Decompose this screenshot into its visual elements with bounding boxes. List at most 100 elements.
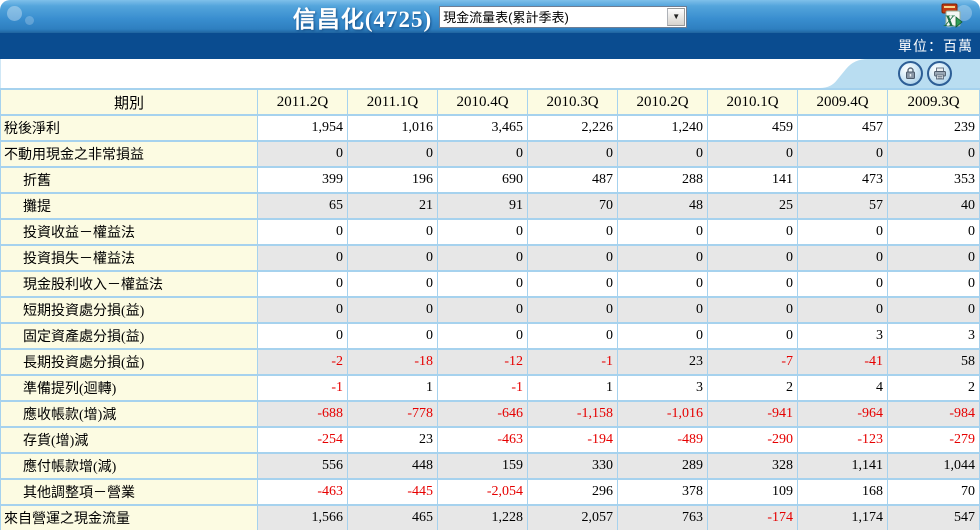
- cell-value: 0: [527, 218, 618, 246]
- cell-value: -279: [887, 426, 980, 454]
- column-header: 2010.3Q: [527, 88, 618, 116]
- table-row: 稅後淨利 1,954 1,016 3,465 2,226 1,240 459 457 239: [0, 114, 980, 142]
- bubble-decoration: [7, 6, 22, 21]
- cell-value: 25: [707, 192, 798, 220]
- cell-value: -123: [797, 426, 888, 454]
- cell-value: 91: [437, 192, 528, 220]
- cell-value: 1,174: [797, 504, 888, 530]
- cell-value: 1,044: [887, 452, 980, 480]
- cell-value: 556: [257, 452, 348, 480]
- unit-label: 單位：百萬: [898, 40, 973, 55]
- period-header: 期別: [0, 88, 258, 116]
- cell-value: 0: [617, 322, 708, 350]
- cell-value: 690: [437, 166, 528, 194]
- row-label: 存貨(增)減: [0, 426, 258, 454]
- column-header: 2011.2Q: [257, 88, 348, 116]
- cell-value: 0: [617, 270, 708, 298]
- table-row: 存貨(增)減 -254 23 -463 -194 -489 -290 -123 -279: [0, 426, 980, 454]
- cell-value: 0: [797, 218, 888, 246]
- table-row: 應付帳款增(減) 556 448 159 330 289 328 1,141 1,044: [0, 452, 980, 480]
- printer-icon: [933, 67, 946, 80]
- table-row: 折舊 399 196 690 487 288 141 473 353: [0, 166, 980, 194]
- cell-value: 4: [797, 374, 888, 402]
- export-excel-button[interactable]: X: [936, 3, 964, 30]
- table-row: 攤提 65 21 91 70 48 25 57 40: [0, 192, 980, 220]
- cell-value: -1: [257, 374, 348, 402]
- cell-value: 0: [527, 244, 618, 272]
- cell-value: 3: [617, 374, 708, 402]
- row-label: 應付帳款增(減): [0, 452, 258, 480]
- cell-value: 448: [347, 452, 438, 480]
- cell-value: -964: [797, 400, 888, 428]
- cell-value: 3: [797, 322, 888, 350]
- cell-value: 289: [617, 452, 708, 480]
- cell-value: 487: [527, 166, 618, 194]
- report-type-select[interactable]: 現金流量表(累計季表) ▼: [439, 5, 688, 28]
- cell-value: 21: [347, 192, 438, 220]
- cell-value: 399: [257, 166, 348, 194]
- row-label: 來自營運之現金流量: [0, 504, 258, 530]
- cell-value: 48: [617, 192, 708, 220]
- table-row: 現金股利收入－權益法 0 0 0 0 0 0 0 0: [0, 270, 980, 298]
- cell-value: 0: [887, 140, 980, 168]
- cell-value: 40: [887, 192, 980, 220]
- toolbar-band: [0, 59, 980, 88]
- cell-value: 65: [257, 192, 348, 220]
- table-row: 長期投資處分損(益) -2 -18 -12 -1 23 -7 -41 58: [0, 348, 980, 376]
- table-row: 來自營運之現金流量 1,566 465 1,228 2,057 763 -174 1,174 5…: [0, 504, 980, 530]
- print-button[interactable]: [927, 61, 952, 86]
- cell-value: 1,240: [617, 114, 708, 142]
- cell-value: 0: [527, 270, 618, 298]
- cell-value: 0: [707, 140, 798, 168]
- cell-value: 0: [437, 270, 528, 298]
- cell-value: 0: [797, 140, 888, 168]
- cell-value: -1,158: [527, 400, 618, 428]
- cell-value: 0: [527, 296, 618, 324]
- cell-value: 0: [437, 140, 528, 168]
- cell-value: 70: [527, 192, 618, 220]
- cell-value: -445: [347, 478, 438, 506]
- cell-value: 0: [797, 244, 888, 272]
- row-label: 投資損失－權益法: [0, 244, 258, 272]
- row-label: 投資收益－權益法: [0, 218, 258, 246]
- lock-icon: [906, 67, 915, 79]
- cell-value: 0: [887, 270, 980, 298]
- cell-value: 0: [257, 296, 348, 324]
- cell-value: 0: [617, 244, 708, 272]
- cell-value: 0: [437, 244, 528, 272]
- cell-value: -984: [887, 400, 980, 428]
- cell-value: -1,016: [617, 400, 708, 428]
- cell-value: -688: [257, 400, 348, 428]
- cell-value: -778: [347, 400, 438, 428]
- cell-value: 1: [347, 374, 438, 402]
- cell-value: 1,141: [797, 452, 888, 480]
- cell-value: 473: [797, 166, 888, 194]
- column-header: 2010.1Q: [707, 88, 798, 116]
- row-label: 現金股利收入－權益法: [0, 270, 258, 298]
- cell-value: 1,228: [437, 504, 528, 530]
- cell-value: 0: [347, 244, 438, 272]
- table-row: 不動用現金之非常損益 0 0 0 0 0 0 0 0: [0, 140, 980, 168]
- cell-value: 109: [707, 478, 798, 506]
- excel-icon: X: [941, 3, 963, 30]
- cell-value: 0: [347, 218, 438, 246]
- cell-value: -489: [617, 426, 708, 454]
- cell-value: 0: [707, 218, 798, 246]
- cell-value: 0: [797, 270, 888, 298]
- cell-value: -290: [707, 426, 798, 454]
- table-row: 其他調整項－營業 -463 -445 -2,054 296 378 109 168 70: [0, 478, 980, 506]
- cell-value: 2: [707, 374, 798, 402]
- lock-button[interactable]: [898, 61, 923, 86]
- cell-value: 763: [617, 504, 708, 530]
- row-label: 準備提列(迴轉): [0, 374, 258, 402]
- report-type-value: 現金流量表(累計季表): [443, 10, 569, 25]
- cell-value: 58: [887, 348, 980, 376]
- unit-bar: 單位：百萬: [0, 33, 980, 59]
- dropdown-arrow-icon[interactable]: ▼: [667, 7, 686, 26]
- cell-value: 0: [257, 218, 348, 246]
- cell-value: -2: [257, 348, 348, 376]
- cell-value: 0: [257, 322, 348, 350]
- cell-value: 0: [527, 322, 618, 350]
- cell-value: 1,954: [257, 114, 348, 142]
